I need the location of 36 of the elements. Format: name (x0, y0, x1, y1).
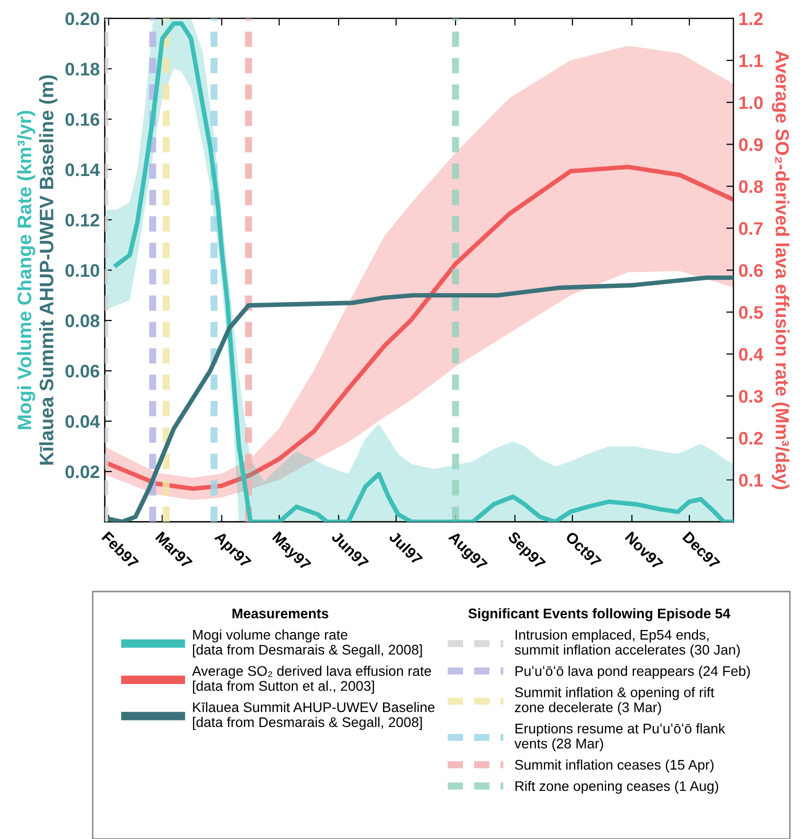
y-tick-label: 0.10 (65, 264, 100, 277)
y2-tick-label: 0.6 (739, 264, 763, 277)
y-tick-label: 0.06 (65, 364, 100, 378)
y2-tick-label: 0.3 (739, 390, 763, 403)
legend-label: Average SO₂ derived lava effusion rate [data from Sutton et al., 2003] (192, 666, 431, 694)
y-tick-label: 0.18 (65, 62, 100, 76)
y2-tick-label: 0.4 (739, 348, 764, 361)
line-series (108, 275, 734, 522)
y-tick-label: 0.04 (65, 415, 100, 428)
y2-tick-label: 1.0 (739, 96, 763, 110)
legend-label: Summit inflation & opening of rift zone decelerate (3 Mar) (514, 687, 714, 715)
y-tick-label: 0.14 (65, 163, 100, 176)
y2-axis-title: Average SO₂-derived lava effusion rate (Mm³/day) (772, 50, 790, 490)
legend-title: Measurements (232, 608, 328, 618)
legend-label: Intrusion emplaced, Ep54 ends, summit inflation accelerates (30 Jan) (514, 630, 740, 658)
y-tick-label: 0.12 (65, 214, 100, 227)
y-tick-label: 0.16 (65, 113, 100, 126)
legend-label: Summit inflation ceases (15 Apr) (515, 760, 714, 772)
y2-tick-label: 0.1 (739, 474, 763, 487)
y2-tick-label: 0.7 (739, 222, 763, 235)
y-tick-label: 0.20 (65, 12, 100, 26)
legend-label: Kīlauea Summit AHUP-UWEV Baseline [data from Desmarais & Segall, 2008] (192, 702, 435, 730)
legend-label: Eruptions resume at Puʻuʻōʻō flank vents (28 Mar) (514, 723, 726, 752)
legend-label: Mogi volume change rate [data from Desmarais & Segall, 2008] (192, 629, 422, 658)
legend-label: Puʻuʻōʻō lava pond reappears (24 Feb) (516, 666, 750, 679)
legend-label: Rift zone opening ceases (1 Aug) (516, 780, 718, 794)
y2-tick-label: 0.9 (739, 138, 763, 152)
y-axis-title: Mogi Volume Change Rate (km³/yr) Kīlauea Summit AHUP-UWEV Baseline (m) (17, 75, 58, 465)
y-tick-label: 0.02 (65, 465, 100, 478)
y-tick-label: 0.08 (65, 314, 100, 328)
y2-tick-label: 0.8 (739, 180, 763, 193)
text: Significant Events following Episode 54 (468, 608, 730, 622)
y2-tick-label: 0.2 (739, 432, 763, 445)
y2-tick-label: 0.5 (739, 306, 763, 319)
y2-tick-label: 1.2 (739, 12, 763, 25)
y2-tick-label: 1.1 (739, 54, 763, 67)
